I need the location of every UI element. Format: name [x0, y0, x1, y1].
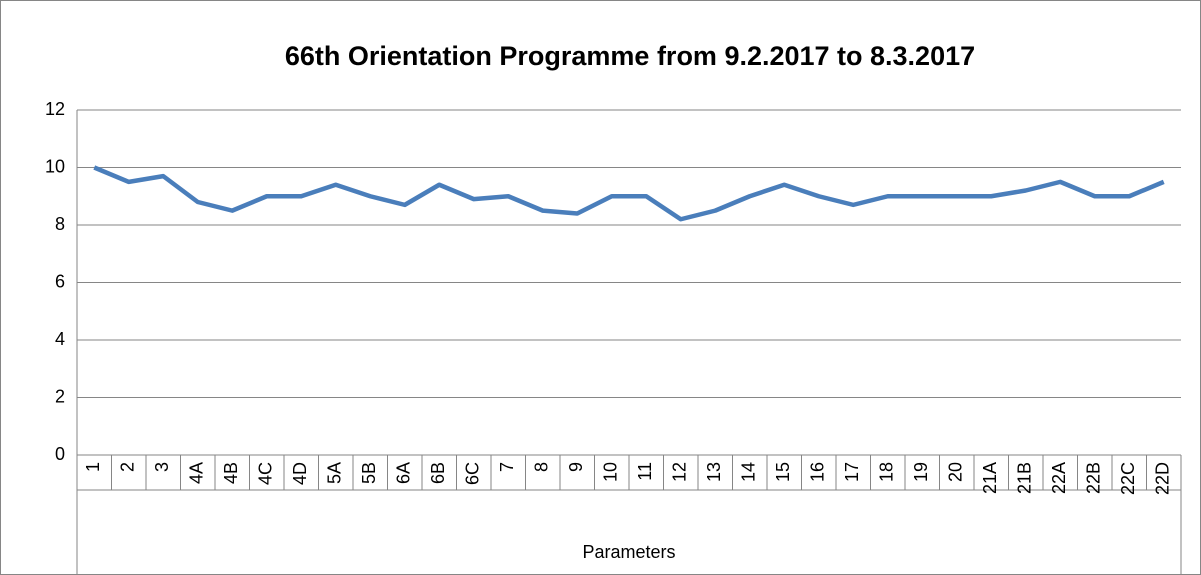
x-tick-label: 4A: [187, 462, 207, 484]
y-tick-label: 2: [55, 386, 65, 406]
y-tick-label: 12: [45, 99, 65, 119]
x-tick-label: 6A: [394, 462, 414, 484]
x-tick-label: 1: [83, 462, 103, 472]
x-tick-label: 5A: [325, 462, 345, 484]
x-tick-label: 6C: [463, 462, 483, 485]
x-tick-label: 17: [842, 462, 862, 482]
x-tick-label: 4D: [290, 462, 310, 485]
y-tick-label: 8: [55, 214, 65, 234]
x-tick-label: 16: [808, 462, 828, 482]
x-tick-label: 11: [635, 462, 655, 481]
x-tick-label: 6B: [428, 462, 448, 484]
x-tick-label: 21A: [980, 462, 1000, 494]
y-tick-label: 10: [45, 156, 65, 176]
x-tick-label: 14: [739, 462, 759, 482]
x-tick-label: 15: [773, 462, 793, 482]
x-tick-label: 5B: [359, 462, 379, 484]
x-tick-label: 22D: [1153, 462, 1173, 495]
chart-title: 66th Orientation Programme from 9.2.2017…: [285, 41, 975, 71]
x-tick-label: 2: [118, 462, 138, 472]
x-tick-label: 13: [704, 462, 724, 482]
x-tick-label: 7: [497, 462, 517, 472]
x-tick-label: 4B: [221, 462, 241, 484]
x-tick-label: 12: [670, 462, 690, 482]
x-tick-label: 21B: [1015, 462, 1035, 494]
x-tick-label: 8: [532, 462, 552, 472]
x-tick-label: 3: [152, 462, 172, 472]
y-tick-label: 6: [55, 271, 65, 291]
x-axis-label: Parameters: [582, 542, 675, 562]
x-tick-label: 10: [601, 462, 621, 482]
x-tick-label: 22A: [1049, 462, 1069, 494]
x-tick-label: 4C: [256, 462, 276, 485]
x-tick-label: 9: [566, 462, 586, 472]
x-tick-label: 20: [946, 462, 966, 482]
y-tick-label: 4: [55, 329, 65, 349]
data-line: [93, 165, 1165, 222]
x-tick-label: 19: [911, 462, 931, 482]
x-tick-label: 22C: [1118, 462, 1138, 495]
x-tick-label: 22B: [1084, 462, 1104, 494]
x-tick-label: 18: [877, 462, 897, 482]
y-tick-label: 0: [55, 444, 65, 464]
